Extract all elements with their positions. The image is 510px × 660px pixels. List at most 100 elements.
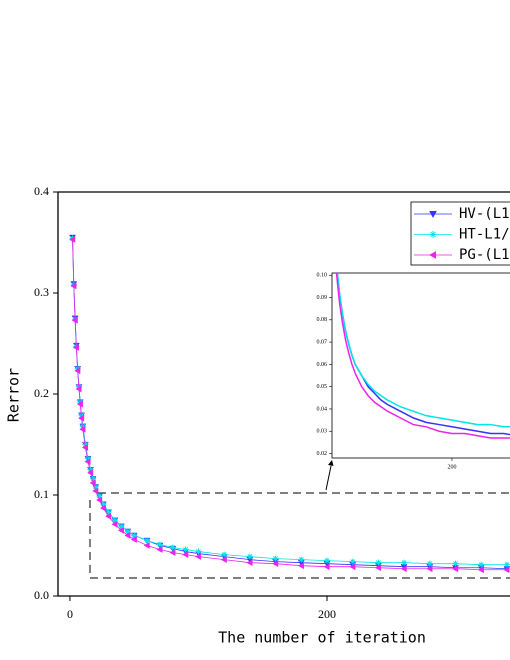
marker (298, 556, 305, 563)
y-tick-label: 0.0 (34, 588, 49, 602)
inset-y-tick-label: 0.09 (317, 295, 328, 301)
y-tick-label: 0.1 (34, 487, 49, 501)
marker (111, 520, 118, 528)
x-tick-label: 200 (318, 607, 336, 621)
marker (87, 469, 94, 477)
arrow (325, 465, 332, 491)
marker (124, 531, 131, 539)
y-axis-label: Rerror (5, 368, 23, 422)
x-axis-label: The number of iteration (218, 629, 426, 647)
marker (182, 551, 189, 559)
marker (89, 479, 96, 487)
marker (400, 565, 407, 573)
marker (104, 512, 112, 520)
marker (477, 566, 484, 574)
marker (111, 517, 118, 524)
inset-y-tick-label: 0.03 (317, 429, 328, 435)
marker (95, 496, 103, 504)
inset-series-line (336, 273, 510, 428)
marker (81, 444, 89, 451)
marker (426, 565, 433, 573)
marker (92, 483, 99, 490)
inset-frame (331, 272, 510, 459)
marker (144, 537, 151, 544)
marker (82, 441, 89, 448)
marker (87, 466, 94, 473)
marker (452, 560, 459, 567)
marker (70, 282, 77, 290)
marker (478, 561, 485, 568)
marker (349, 558, 356, 565)
marker (451, 565, 459, 573)
marker (401, 559, 408, 566)
marker (195, 548, 202, 555)
marker (503, 561, 510, 568)
inset-y-tick-label: 0.04 (317, 406, 328, 412)
marker (297, 562, 304, 570)
inset-y-tick-label: 0.02 (317, 451, 328, 457)
inset-plot (335, 273, 510, 439)
marker (272, 555, 279, 562)
marker (117, 526, 125, 534)
marker (69, 236, 76, 243)
y-tick-label: 0.3 (34, 285, 49, 299)
marker (428, 251, 437, 259)
inset-y-tick-label: 0.05 (317, 384, 328, 390)
inset-y-tick-label: 0.10 (317, 273, 328, 279)
marker (99, 504, 107, 512)
marker (92, 487, 99, 495)
y-tick-label: 0.4 (34, 184, 49, 198)
legend-box (410, 201, 510, 266)
inset-y-tick-label: 0.06 (317, 362, 328, 368)
marker (78, 414, 85, 422)
legend-label: PG-(L1 (459, 247, 510, 263)
legend-label: HT-L1/ (459, 227, 510, 243)
legend: HV-(L1 HT-L1/PG-(L1 (410, 201, 510, 266)
marker (426, 560, 433, 567)
marker (100, 501, 107, 508)
marker (323, 563, 330, 571)
marker (76, 400, 83, 408)
marker (272, 560, 279, 568)
arrow-head (328, 460, 334, 466)
marker (84, 458, 91, 466)
marker (90, 475, 97, 482)
marker (194, 553, 202, 561)
marker (182, 546, 189, 553)
marker (246, 559, 253, 567)
marker (72, 344, 80, 351)
marker (169, 549, 176, 556)
inset-y-tick-label: 0.07 (317, 339, 328, 345)
marker (79, 425, 86, 433)
marker (374, 564, 382, 572)
marker (143, 542, 150, 549)
marker (221, 551, 228, 558)
marker (349, 563, 356, 571)
marker (130, 536, 137, 543)
marker (74, 367, 81, 375)
marker (169, 544, 176, 551)
legend-label: HV-(L1 (459, 206, 510, 222)
marker (71, 316, 78, 324)
marker (323, 557, 330, 564)
marker (156, 546, 163, 553)
x-tick-label: 0 (67, 607, 73, 621)
marker (246, 553, 253, 560)
marker (503, 566, 510, 574)
plot-area (69, 234, 510, 574)
marker (429, 231, 437, 238)
marker (220, 556, 227, 564)
series-line (72, 239, 507, 571)
marker (84, 455, 91, 462)
axis-ticks: 0.0 0.1 0.2 0.3 0.4 0 200 0.02 0.03 0.04 0.05 0.06 0… (34, 184, 456, 621)
inset-series-line (335, 273, 510, 439)
marker (118, 523, 125, 530)
marker (96, 493, 103, 500)
zoom-box (89, 492, 510, 579)
inset-y-tick-label: 0.08 (317, 317, 328, 323)
marker (375, 559, 382, 566)
marker (124, 528, 131, 535)
y-tick-label: 0.2 (34, 386, 49, 400)
marker (75, 385, 82, 393)
